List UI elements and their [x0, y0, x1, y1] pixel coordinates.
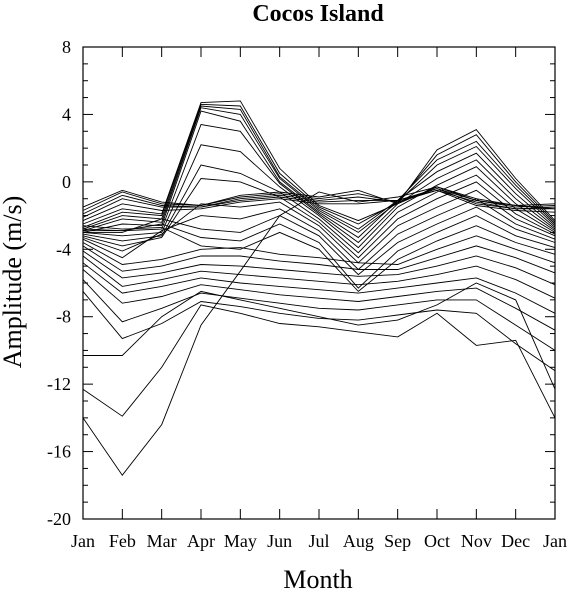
x-tick-label: Jan	[71, 531, 95, 551]
x-tick-label: Dec	[501, 531, 530, 551]
y-tick-label: -8	[56, 307, 71, 327]
y-tick-label: 8	[62, 37, 71, 57]
series-line-12	[82, 144, 556, 249]
series-line-13	[82, 164, 556, 254]
series-line-30	[82, 186, 556, 476]
series-line-19	[82, 225, 556, 293]
y-tick-label: 4	[62, 104, 71, 124]
series-line-18	[82, 215, 556, 289]
series-line-10	[82, 110, 556, 239]
series-line-22	[82, 250, 556, 286]
series-line-28	[83, 282, 556, 390]
series-line-5	[82, 189, 556, 222]
series-line-23	[82, 255, 556, 299]
series-line-7	[82, 103, 556, 228]
plot-frame	[82, 46, 556, 520]
series-line-4	[82, 188, 555, 218]
series-line-24	[82, 262, 556, 314]
series-line-9	[82, 107, 556, 233]
series-line-15	[82, 189, 556, 264]
series-lines	[82, 100, 556, 476]
y-tick-label: -20	[47, 509, 71, 529]
series-line-29	[82, 304, 556, 419]
x-axis-label: Month	[283, 565, 352, 592]
chart-title: Cocos Island	[252, 1, 384, 27]
axis-ticks	[82, 46, 556, 520]
series-line-3	[82, 189, 556, 215]
series-line-20	[82, 235, 556, 265]
series-line-27	[82, 291, 556, 372]
x-tick-label: Jun	[267, 531, 292, 551]
x-tick-label: Jul	[308, 531, 329, 551]
x-tick-labels: Jan Feb Mar Apr May Jun Jul Aug Sep Oct Nov Dec Jan	[71, 531, 567, 551]
series-line-6	[82, 100, 556, 225]
series-line-17	[83, 206, 556, 276]
y-tick-label: -16	[47, 442, 71, 462]
y-tick-label: -4	[56, 239, 71, 259]
y-tick-label: -12	[47, 374, 71, 394]
series-line-25	[82, 269, 556, 331]
x-tick-label: Feb	[109, 531, 136, 551]
x-tick-label: Oct	[424, 531, 450, 551]
y-tick-label: 0	[62, 172, 71, 192]
x-tick-label: Nov	[461, 531, 492, 551]
y-axis-label: Amplitude (m/s)	[0, 196, 27, 369]
x-tick-label: Mar	[147, 531, 177, 551]
x-tick-label: Apr	[187, 531, 215, 551]
series-line-16	[82, 198, 556, 271]
series-line-14	[82, 178, 556, 259]
x-tick-label: May	[224, 531, 257, 551]
series-line-21	[82, 245, 556, 274]
y-tick-labels: 8 4 0 -4 -8 -12 -16 -20	[47, 37, 71, 529]
x-tick-label: Jan	[543, 531, 567, 551]
x-tick-label: Sep	[384, 531, 411, 551]
x-tick-label: Aug	[343, 531, 374, 551]
series-line-11	[83, 123, 556, 244]
series-line-26	[82, 279, 556, 351]
